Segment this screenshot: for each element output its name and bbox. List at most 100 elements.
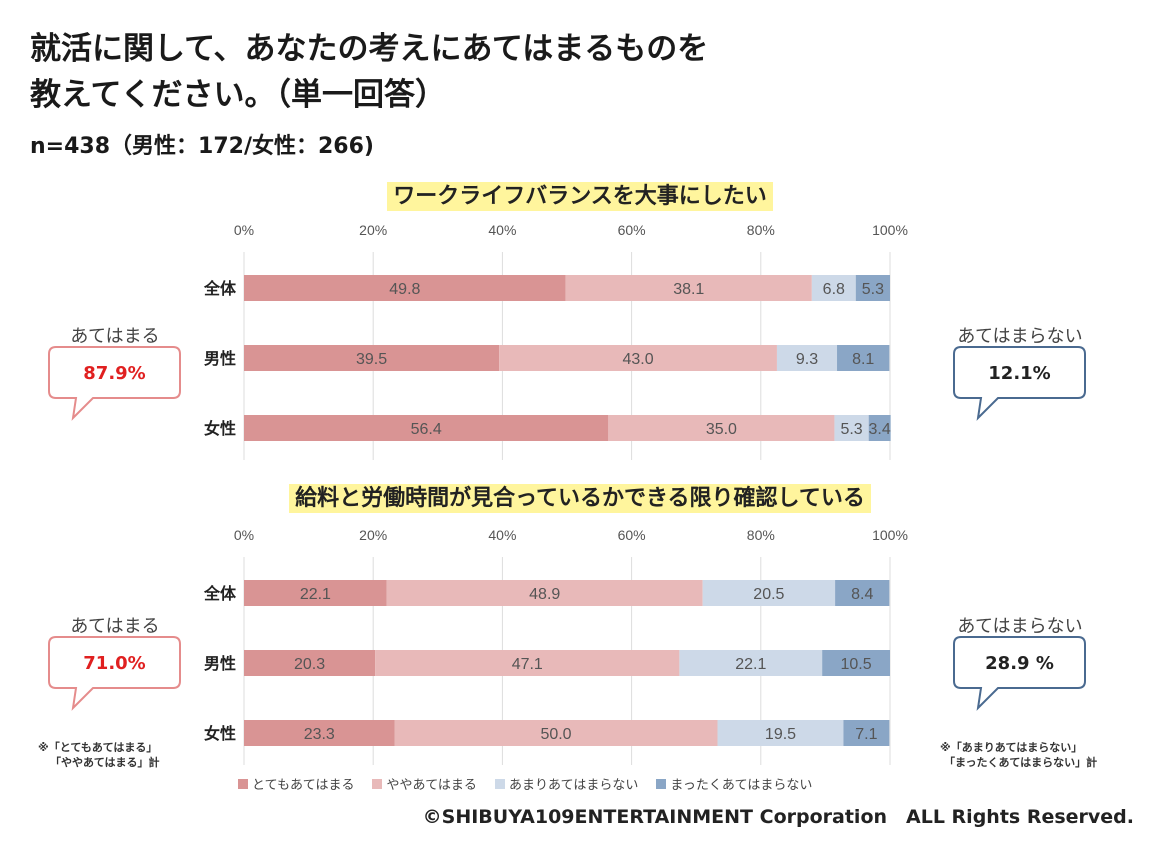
category-label: 男性: [204, 654, 236, 673]
data-label: 22.1: [735, 656, 766, 673]
title-line-1: 就活に関して、あなたの考えにあてはまるものを: [30, 31, 709, 67]
bar-segment: [837, 345, 890, 371]
legend-item-1: とてもあてはまる: [238, 774, 354, 793]
bar-segment: [244, 415, 609, 441]
data-label: 3.4: [869, 421, 891, 438]
x-tick-label: 60%: [618, 527, 646, 543]
data-label: 22.1: [300, 586, 331, 603]
bar-segment: [855, 275, 890, 301]
bar-segment: [834, 415, 869, 441]
x-tick-label: 80%: [747, 222, 775, 238]
chart-2: 0% 20% 40% 60% 80% 100% 全体 22.1 48.9 20.5 8.4 男性 20.…: [203, 527, 908, 765]
bar-segment: [679, 650, 823, 676]
chart-1: 0% 20% 40% 60% 80% 100% 全体 49.8 38.1 6.8 5.3 男性 39.5…: [203, 222, 908, 460]
legend-label-2: ややあてはまる: [386, 778, 477, 793]
left-footnote: ※「とてもあてはまる」 「ややあてはまる」計: [38, 740, 160, 770]
legend-swatch-3: [494, 778, 505, 789]
category-label: 女性: [204, 724, 236, 743]
right-footnote: ※「あまりあてはまらない」 「まったくあてはまらない」計: [940, 740, 1097, 770]
data-label: 39.5: [356, 351, 387, 368]
legend-swatch-4: [656, 778, 667, 789]
category-label: 男性: [204, 349, 236, 368]
data-label: 47.1: [512, 656, 543, 673]
legend-swatch-1: [238, 778, 248, 789]
x-tick-label: 100%: [872, 527, 908, 543]
left-footnote-line-1: ※「とてもあてはまる」: [38, 741, 158, 754]
bar-segment: [776, 345, 838, 371]
bar-segment: [811, 275, 856, 301]
bar-segment: [843, 720, 890, 746]
bottom-left-callout-bubble: [48, 636, 181, 711]
bar-segment: [717, 720, 844, 746]
data-label: 56.4: [411, 421, 442, 438]
copyright: ©SHIBUYA109ENTERTAINMENT Corporation ALL…: [422, 806, 1134, 828]
top-right-callout-value: 12.1%: [988, 363, 1051, 384]
left-footnote-line-2: 「ややあてはまる」計: [50, 756, 160, 769]
data-label: 23.3: [304, 726, 335, 743]
right-footnote-line-2: 「まったくあてはまらない」計: [944, 756, 1098, 769]
data-label: 7.1: [855, 726, 877, 743]
bar-segment: [868, 415, 891, 441]
bar-segment: [565, 275, 812, 301]
x-tick-label: 40%: [488, 222, 516, 238]
chart-2-title: 給料と労働時間が見合っているかできる限り確認している: [0, 480, 1160, 513]
top-right-callout-bubble: [953, 346, 1086, 421]
bar-segment: [244, 275, 566, 301]
chart-1-title: ワークライフバランスを大事にしたい: [0, 178, 1160, 211]
legend-item-3: あまりあてはまらない: [494, 774, 639, 793]
bottom-right-callout-bubble: [953, 636, 1086, 711]
data-label: 35.0: [706, 421, 737, 438]
data-label: 38.1: [673, 281, 704, 298]
bar-segment: [608, 415, 835, 441]
x-tick-label: 0%: [234, 527, 254, 543]
bar-segment: [394, 720, 718, 746]
top-left-callout-value: 87.9%: [83, 363, 146, 384]
data-label: 43.0: [622, 351, 653, 368]
legend-swatch-2: [372, 778, 383, 789]
data-label: 10.5: [841, 656, 872, 673]
legend: とてもあてはまる ややあてはまる あまりあてはまらない まったくあてはまらない: [238, 774, 812, 793]
legend-label-3: あまりあてはまらない: [508, 778, 639, 793]
data-label: 50.0: [540, 726, 571, 743]
category-label: 全体: [203, 584, 237, 603]
bar-segment: [375, 650, 680, 676]
bottom-right-callout-value: 28.9 %: [985, 653, 1054, 674]
category-label: 全体: [203, 279, 237, 298]
legend-label-4: まったくあてはまらない: [670, 778, 813, 793]
legend-item-2: ややあてはまる: [372, 774, 477, 793]
legend-label-1: とてもあてはまる: [252, 778, 355, 793]
data-label: 48.9: [529, 586, 560, 603]
bar-segment: [244, 720, 395, 746]
sample-size: n=438（男性：172/女性：266): [30, 134, 374, 159]
bar-segment: [822, 650, 890, 676]
bar-segment: [835, 580, 890, 606]
bottom-left-callout-value: 71.0%: [83, 653, 146, 674]
bar-segment: [244, 345, 500, 371]
bottom-right-callout-label: あてはまらない: [957, 616, 1083, 637]
data-label: 19.5: [765, 726, 796, 743]
data-label: 6.8: [823, 281, 845, 298]
bar-segment: [386, 580, 703, 606]
page-title: 就活に関して、あなたの考えにあてはまるものを 教えてください。（単一回答）: [30, 26, 708, 118]
legend-item-4: まったくあてはまらない: [656, 774, 812, 793]
data-label: 8.4: [851, 586, 873, 603]
right-footnote-line-1: ※「あまりあてはまらない」: [940, 741, 1083, 754]
data-label: 20.5: [753, 586, 784, 603]
data-label: 49.8: [389, 281, 420, 298]
bar-segment: [244, 580, 387, 606]
category-label: 女性: [204, 419, 236, 438]
data-label: 20.3: [294, 656, 325, 673]
x-tick-label: 80%: [747, 527, 775, 543]
data-label: 5.3: [862, 281, 884, 298]
x-tick-label: 60%: [618, 222, 646, 238]
chart-2-title-text: 給料と労働時間が見合っているかできる限り確認している: [289, 484, 871, 513]
top-right-callout-label: あてはまらない: [957, 326, 1083, 347]
top-left-callout-bubble: [48, 346, 181, 421]
data-label: 9.3: [796, 351, 818, 368]
x-tick-label: 0%: [234, 222, 254, 238]
data-label: 8.1: [852, 351, 874, 368]
top-left-callout-label: あてはまる: [70, 326, 160, 347]
bar-segment: [244, 650, 376, 676]
title-line-2: 教えてください。（単一回答）: [30, 77, 447, 113]
x-tick-label: 20%: [359, 527, 387, 543]
